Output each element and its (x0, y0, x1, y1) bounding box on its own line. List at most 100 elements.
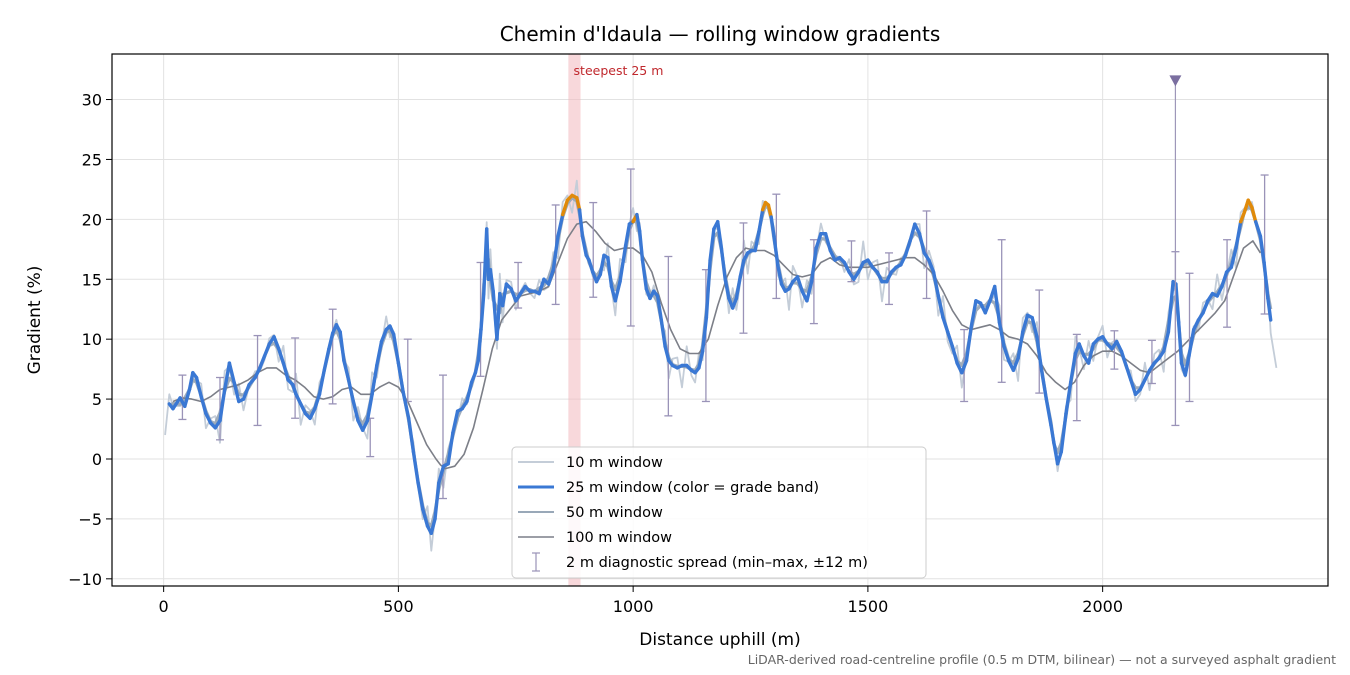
series-w25-segment (885, 270, 894, 284)
spread-errorbar (328, 308, 337, 405)
series-w25-segment (1253, 219, 1263, 238)
grid-layer (112, 54, 1328, 586)
series-w25-segment (500, 282, 509, 308)
footnote: LiDAR-derived road-centreline profile (0… (748, 652, 1336, 667)
series-w25-segment (618, 243, 628, 284)
series-w25-segment (1044, 397, 1053, 428)
legend: 10 m window 25 m window (color = grade b… (511, 446, 927, 579)
spread-errorbar (178, 374, 187, 421)
spread-errorbar (664, 255, 673, 417)
series-w25-segment (580, 234, 588, 258)
series-w25-segment (659, 318, 667, 349)
series-w25-segment (814, 231, 823, 250)
series-w25-segment (476, 327, 483, 363)
series-w25-segment (700, 315, 709, 353)
series-w25-segment (640, 258, 648, 291)
series-w25-segment (469, 371, 478, 384)
series-w25-segment (917, 231, 926, 255)
series-w25-segment (396, 361, 405, 394)
series-w25-segment (1220, 270, 1229, 289)
series-w25-segment (1021, 313, 1030, 334)
spread-errorbar (739, 222, 748, 334)
series-w25-segment (411, 450, 420, 485)
series-w25-segment (342, 359, 351, 382)
series-w25-segment (1119, 349, 1128, 368)
series-w25-segment (875, 270, 884, 284)
series-w25-segment (1234, 219, 1243, 250)
y-tick-label: 20 (82, 210, 102, 229)
series-w25-segment (1039, 368, 1049, 401)
series-w25-segment (327, 331, 335, 351)
series-w25-segment (370, 363, 379, 396)
series-w25-segment (1161, 330, 1171, 353)
series-w25-segment (1250, 205, 1258, 224)
spread-errorbar (438, 374, 447, 500)
spread-errorbar (997, 239, 1006, 383)
series-w25-segment (272, 335, 281, 351)
tick-layer: 0 500 1000 1500 2000 −10 −5 0 5 10 15 20 25 30 (68, 91, 1123, 616)
series-w25-segment (1129, 378, 1138, 396)
series-w25-segment (1215, 284, 1224, 298)
series-w25-segment (446, 430, 455, 466)
series-w25-segment (723, 277, 731, 301)
series-w25-segment (1086, 342, 1096, 365)
series-w25-segment (1229, 246, 1238, 269)
y-tick-label: 5 (92, 390, 102, 409)
series-w25-segment (488, 268, 495, 293)
series-w25-segment (1183, 354, 1191, 377)
series-w25-segment (317, 368, 326, 396)
series-w25-segment (322, 347, 331, 372)
y-tick-label: 0 (92, 450, 102, 469)
series-w25-segment (766, 203, 773, 219)
series-w25-segment (346, 378, 355, 404)
series-w25-segment (1138, 378, 1147, 392)
legend-label-spread: 2 m diagnostic spread (min–max, ±12 m) (566, 555, 868, 571)
y-tick-label: 15 (82, 270, 102, 289)
spread-errorbar (403, 338, 412, 403)
series-w25-segment (993, 284, 1002, 325)
series-w25-segment (551, 234, 560, 272)
series-w25-segment (227, 361, 236, 384)
data-layer (164, 168, 1278, 552)
spread-errorbar (253, 334, 262, 427)
series-w25-segment (171, 396, 182, 411)
series-w25-segment (697, 349, 705, 370)
series-w25-segment (716, 219, 724, 250)
series-w25-segment (769, 215, 776, 238)
series-w25-segment (969, 299, 978, 329)
y-axis-label: Gradient (%) (25, 266, 45, 375)
series-w25-segment (908, 222, 917, 243)
x-tick-label: 500 (383, 597, 414, 616)
series-w25-segment (936, 294, 945, 320)
series-w25-segment (187, 371, 195, 392)
series-w25-segment (1016, 330, 1025, 360)
series-w25-segment (1166, 280, 1175, 334)
series-w25-segment (1030, 315, 1039, 339)
series-w25-segment (899, 253, 908, 267)
x-tick-label: 1000 (613, 597, 654, 616)
series-w25-segment (194, 375, 203, 399)
series-w25-segment (308, 407, 317, 420)
series-w25-segment (421, 507, 430, 528)
series-w25-segment (795, 275, 804, 293)
series-w25-segment (495, 291, 502, 341)
spread-errorbar (215, 376, 224, 441)
series-w25-segment (734, 275, 742, 301)
series-w25-segment (1258, 234, 1266, 265)
series-w25-segment (379, 327, 388, 344)
spread-errorbar (589, 201, 598, 298)
series-w25-segment (1055, 450, 1064, 466)
series-w25-segment (903, 239, 912, 258)
series-w25-segment (805, 280, 814, 303)
series-w25-segment (546, 268, 555, 286)
series-w25-segment (598, 253, 606, 277)
series-w25-segment (635, 212, 642, 234)
series-w25-segment (946, 330, 955, 349)
series-w25-segment (655, 294, 663, 322)
series-w25-segment (407, 416, 416, 454)
legend-label-w100: 100 m window (566, 530, 672, 546)
series-w25-segment (809, 246, 818, 284)
series-w25-segment (1124, 363, 1133, 382)
series-w25-segment (772, 234, 780, 267)
spike-marker-layer (1169, 75, 1182, 334)
